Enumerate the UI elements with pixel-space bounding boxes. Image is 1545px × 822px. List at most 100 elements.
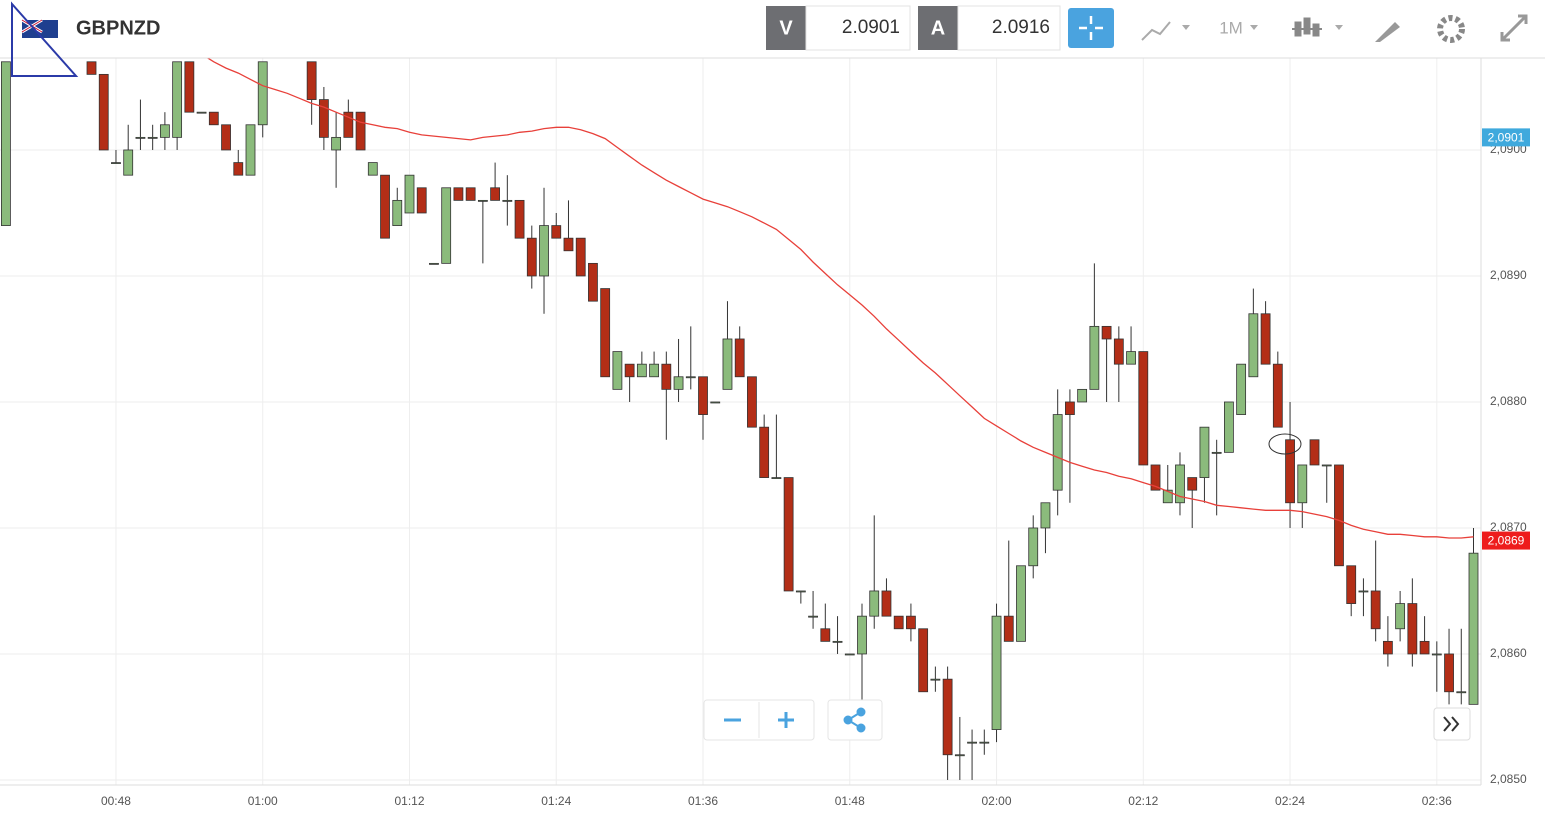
candle-body <box>1272 363 1283 428</box>
zoom-in-button[interactable] <box>778 712 794 728</box>
chart-type-button[interactable] <box>1141 21 1190 41</box>
candle-body <box>1334 464 1344 567</box>
x-tick-label: 01:00 <box>248 794 278 808</box>
candle-body <box>539 225 549 277</box>
x-tick-label: 01:48 <box>835 794 865 808</box>
price-marker <box>1482 128 1530 147</box>
bid-price[interactable]: 2.0901 <box>842 17 900 38</box>
candle-body <box>710 401 721 404</box>
candle-body <box>918 628 929 693</box>
timeframe-caret <box>1250 25 1258 30</box>
y-tick-label: 2,0860 <box>1490 646 1527 660</box>
settings-button[interactable] <box>1437 15 1465 43</box>
x-tick-label: 01:36 <box>688 794 718 808</box>
candle-body <box>343 111 354 138</box>
y-tick-label: 2,0880 <box>1490 394 1527 408</box>
price-marker <box>1482 531 1530 550</box>
candle-body <box>1346 565 1357 604</box>
share-button[interactable] <box>843 707 866 733</box>
candle-body <box>86 61 97 75</box>
candle-body <box>563 237 574 252</box>
candle-body <box>575 237 586 277</box>
candle-body <box>306 61 317 100</box>
candle-body <box>416 187 427 214</box>
fullscreen-button[interactable] <box>1500 14 1528 42</box>
candle-body <box>1162 489 1173 504</box>
candle-body <box>612 351 623 390</box>
candle-body <box>1150 464 1161 491</box>
candle-body <box>906 615 916 630</box>
candle-body <box>1089 325 1100 390</box>
candle-body <box>514 199 525 239</box>
y-tick-label: 2,0890 <box>1490 268 1527 282</box>
candle-body <box>979 741 990 744</box>
candle-body <box>490 187 501 201</box>
candle-body <box>1468 552 1479 705</box>
crosshair-button[interactable] <box>1068 8 1114 48</box>
candle-body <box>661 363 672 390</box>
ask-box[interactable] <box>957 5 1061 51</box>
candle-body <box>1407 603 1418 655</box>
bid-label: V <box>779 17 793 39</box>
drawing-ellipse <box>1268 433 1302 455</box>
ask-price[interactable]: 2.0916 <box>992 17 1050 38</box>
candle-body <box>1040 502 1051 529</box>
candle-body <box>1358 590 1369 593</box>
scroll-end-button[interactable] <box>1433 707 1471 741</box>
candle-style-button[interactable] <box>1292 17 1343 37</box>
candle-body <box>477 199 488 202</box>
drawing-triangle <box>11 1 79 77</box>
candle-body <box>795 590 806 593</box>
candle-body <box>636 363 647 378</box>
price-marker-label: 2,0869 <box>1488 534 1525 548</box>
plot <box>0 53 1479 780</box>
candle-body <box>1456 691 1467 694</box>
candle-body <box>820 628 831 642</box>
candle-body <box>832 640 843 643</box>
candle-body <box>1199 426 1210 478</box>
candle-body <box>0 61 11 226</box>
candle-body <box>1052 414 1063 491</box>
candle-body <box>844 653 855 656</box>
candle-body <box>1077 388 1088 403</box>
zoom-controls <box>703 699 883 741</box>
candle-body <box>184 61 195 113</box>
candle-body <box>991 615 1002 730</box>
candle-body <box>588 262 598 302</box>
candle-body <box>1236 363 1247 415</box>
candle-body <box>1260 313 1271 365</box>
candle-body <box>649 363 659 378</box>
candle-body <box>123 149 134 176</box>
timeframe[interactable]: 1M <box>1219 18 1243 37</box>
candle-body <box>1003 615 1014 642</box>
candle-body <box>771 477 782 479</box>
candle-body <box>1175 464 1185 504</box>
candle-body <box>1028 527 1039 567</box>
candle-body <box>930 678 941 681</box>
candle-body <box>257 61 268 126</box>
bid-label-box <box>766 6 806 50</box>
candle-body <box>747 376 757 428</box>
x-tick-label: 00:48 <box>101 794 131 808</box>
y-tick-label: 2,0850 <box>1490 772 1527 786</box>
candle-body <box>942 678 953 756</box>
bid-box[interactable] <box>805 5 911 51</box>
candle-body <box>1248 313 1259 378</box>
symbol: GBPNZD <box>76 17 160 39</box>
candle-body <box>1187 477 1198 491</box>
candle-body <box>526 237 537 277</box>
ask-label-box <box>918 6 958 50</box>
draw-tool-button[interactable] <box>1375 22 1400 42</box>
candle-body <box>331 136 342 151</box>
candle-body <box>221 124 231 151</box>
candle-body <box>600 288 611 378</box>
candle-body <box>1370 590 1381 630</box>
candle-body <box>1016 565 1026 642</box>
candle-body <box>624 363 635 378</box>
candle-body <box>208 111 219 126</box>
ask-label: A <box>931 17 945 39</box>
candle-body <box>111 162 121 164</box>
candle-body <box>954 754 965 757</box>
candle-body <box>1101 325 1112 340</box>
